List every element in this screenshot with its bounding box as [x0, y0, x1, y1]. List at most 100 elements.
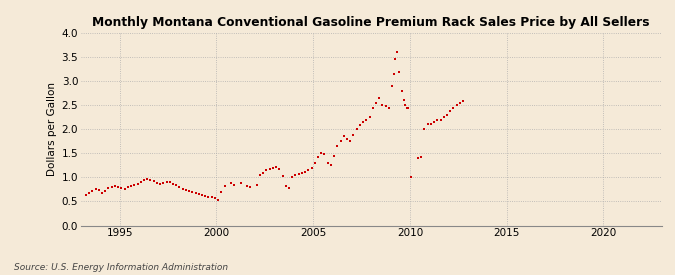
Point — [97, 191, 107, 195]
Point — [441, 113, 452, 117]
Point — [209, 196, 220, 200]
Point — [454, 101, 465, 105]
Point — [348, 133, 359, 137]
Point — [103, 186, 114, 191]
Point — [167, 182, 178, 186]
Point — [325, 163, 336, 167]
Point — [377, 103, 388, 107]
Point — [100, 189, 111, 193]
Point — [435, 117, 446, 122]
Point — [425, 122, 436, 127]
Point — [207, 195, 217, 199]
Point — [423, 122, 433, 127]
Point — [187, 190, 198, 194]
Point — [352, 127, 362, 131]
Point — [190, 191, 201, 195]
Point — [329, 153, 340, 158]
Point — [303, 168, 314, 172]
Point — [261, 168, 272, 172]
Point — [313, 155, 323, 159]
Point — [361, 117, 372, 122]
Point — [93, 188, 104, 192]
Point — [245, 185, 256, 190]
Point — [387, 84, 398, 88]
Point — [398, 98, 409, 103]
Point — [332, 144, 343, 148]
Point — [316, 151, 327, 155]
Point — [193, 191, 204, 196]
Point — [380, 104, 391, 108]
Point — [84, 191, 95, 196]
Point — [383, 105, 394, 110]
Point — [148, 179, 159, 183]
Point — [203, 194, 214, 199]
Point — [235, 181, 246, 185]
Point — [300, 169, 310, 174]
Point — [242, 184, 252, 188]
Point — [90, 187, 101, 192]
Point — [412, 156, 423, 160]
Point — [390, 57, 401, 62]
Point — [458, 99, 468, 103]
Point — [122, 185, 133, 190]
Point — [264, 166, 275, 171]
Point — [258, 170, 269, 175]
Point — [277, 174, 288, 179]
Point — [109, 183, 120, 188]
Point — [293, 171, 304, 176]
Point — [400, 103, 410, 107]
Point — [158, 181, 169, 185]
Point — [184, 189, 194, 194]
Title: Monthly Montana Conventional Gasoline Premium Rack Sales Price by All Sellers: Monthly Montana Conventional Gasoline Pr… — [92, 16, 650, 29]
Point — [132, 182, 143, 186]
Point — [196, 192, 207, 197]
Point — [358, 120, 369, 124]
Point — [287, 175, 298, 180]
Point — [319, 152, 330, 156]
Point — [452, 103, 462, 107]
Point — [445, 109, 456, 113]
Point — [290, 173, 301, 177]
Point — [401, 105, 412, 110]
Point — [145, 178, 156, 182]
Point — [374, 96, 385, 100]
Point — [213, 198, 223, 203]
Point — [439, 115, 450, 119]
Point — [106, 185, 117, 189]
Point — [251, 182, 262, 187]
Point — [335, 139, 346, 144]
Point — [338, 134, 349, 139]
Point — [284, 186, 294, 190]
Point — [171, 183, 182, 187]
Point — [389, 72, 400, 76]
Point — [403, 105, 414, 110]
Point — [155, 182, 165, 186]
Point — [229, 182, 240, 187]
Point — [113, 185, 124, 189]
Point — [161, 180, 172, 184]
Point — [87, 189, 98, 193]
Point — [309, 161, 320, 165]
Point — [392, 50, 402, 54]
Point — [129, 183, 140, 187]
Point — [80, 193, 91, 197]
Point — [280, 184, 291, 188]
Point — [178, 187, 188, 191]
Point — [126, 184, 136, 188]
Point — [416, 155, 427, 159]
Point — [138, 178, 149, 183]
Point — [180, 188, 191, 192]
Point — [274, 166, 285, 171]
Point — [394, 69, 404, 74]
Y-axis label: Dollars per Gallon: Dollars per Gallon — [47, 82, 57, 176]
Point — [254, 173, 265, 177]
Point — [419, 127, 430, 131]
Point — [164, 180, 175, 184]
Text: Source: U.S. Energy Information Administration: Source: U.S. Energy Information Administ… — [14, 263, 227, 272]
Point — [432, 117, 443, 122]
Point — [448, 105, 459, 110]
Point — [142, 177, 153, 181]
Point — [116, 186, 127, 190]
Point — [396, 89, 407, 93]
Point — [174, 185, 185, 189]
